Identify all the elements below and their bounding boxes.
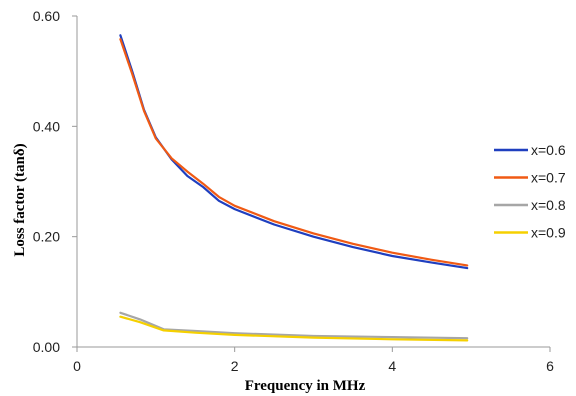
x-tick-label: 2 (231, 358, 239, 374)
x-tick-label: 4 (388, 358, 396, 374)
series-line-4 (119, 315, 469, 342)
x-tick-label: 0 (73, 358, 81, 374)
legend-label-3: x=0.8 (531, 197, 566, 213)
y-axis-title: Loss factor (tanδ) (12, 143, 28, 256)
x-tick-labels: 0 2 4 6 (73, 347, 554, 374)
y-tick-label: 0.20 (33, 229, 60, 245)
legend: x=0.6 x=0.7 x=0.8 x=0.9 (494, 142, 566, 241)
series-line-2 (119, 38, 469, 267)
series-lines (119, 34, 469, 342)
y-tick-label: 0.00 (33, 339, 60, 355)
axes (76, 16, 550, 348)
y-tick-labels: 0.00 0.20 0.40 0.60 (33, 8, 77, 355)
y-tick-label: 0.40 (33, 118, 60, 134)
x-tick-label: 6 (546, 358, 554, 374)
series-line-3 (119, 311, 469, 340)
legend-label-4: x=0.9 (531, 225, 566, 241)
series-line-1 (119, 34, 469, 270)
legend-label-1: x=0.6 (531, 142, 566, 158)
y-tick-label: 0.60 (33, 8, 60, 24)
legend-label-2: x=0.7 (531, 170, 566, 186)
x-axis-title: Frequency in MHz (245, 378, 366, 394)
